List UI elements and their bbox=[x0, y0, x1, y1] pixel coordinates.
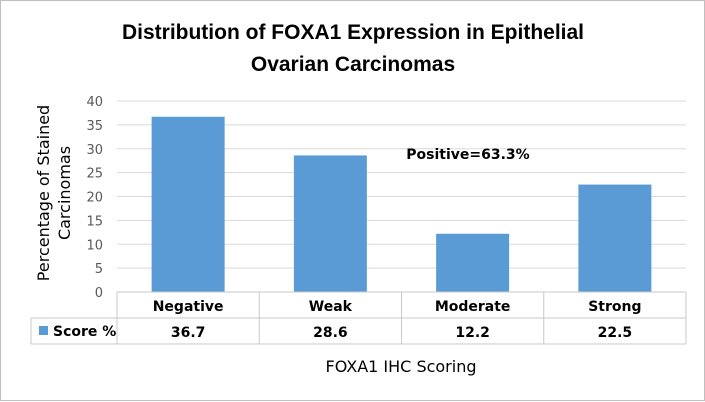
y-tick-label: 35 bbox=[86, 119, 103, 134]
bar bbox=[293, 155, 367, 292]
data-table: Negative 36.7 Weak 28.6 Moderate 12.2 Strong 22… bbox=[30, 291, 687, 345]
x-axis-label: FOXA1 IHC Scoring bbox=[325, 357, 476, 376]
chart-title-line-2: Ovarian Carcinomas bbox=[251, 53, 455, 76]
category-label: Moderate bbox=[435, 299, 511, 315]
chart-title-line-1: Distribution of FOXA1 Expression in Epit… bbox=[122, 21, 584, 44]
positive-annotation: Positive=63.3% bbox=[406, 147, 529, 163]
bars bbox=[151, 116, 652, 292]
data-label: 28.6 bbox=[313, 325, 348, 341]
y-tick-label: 0 bbox=[95, 286, 103, 301]
y-tick-label: 40 bbox=[86, 95, 103, 110]
y-tick-label: 10 bbox=[86, 238, 103, 253]
bar bbox=[436, 233, 510, 292]
bar bbox=[578, 184, 652, 292]
category-label: Negative bbox=[153, 299, 224, 315]
y-axis-ticks: 0 5 10 15 20 25 30 35 40 bbox=[86, 95, 103, 301]
bar bbox=[151, 116, 225, 292]
y-tick-label: 25 bbox=[86, 167, 103, 182]
category-label: Strong bbox=[588, 299, 641, 315]
data-label: 36.7 bbox=[171, 325, 206, 341]
y-axis-label-line-2: Carcinomas bbox=[55, 146, 74, 240]
category-label: Weak bbox=[309, 299, 353, 315]
legend-swatch bbox=[39, 326, 48, 335]
y-tick-label: 30 bbox=[86, 143, 103, 158]
y-tick-label: 20 bbox=[86, 191, 103, 206]
y-tick-label: 15 bbox=[86, 214, 103, 229]
data-label: 12.2 bbox=[455, 325, 490, 341]
legend-label: Score % bbox=[53, 324, 116, 340]
y-axis-label-line-1: Percentage of Stained bbox=[34, 105, 53, 281]
y-tick-label: 5 bbox=[95, 262, 103, 277]
data-label: 22.5 bbox=[598, 325, 633, 341]
